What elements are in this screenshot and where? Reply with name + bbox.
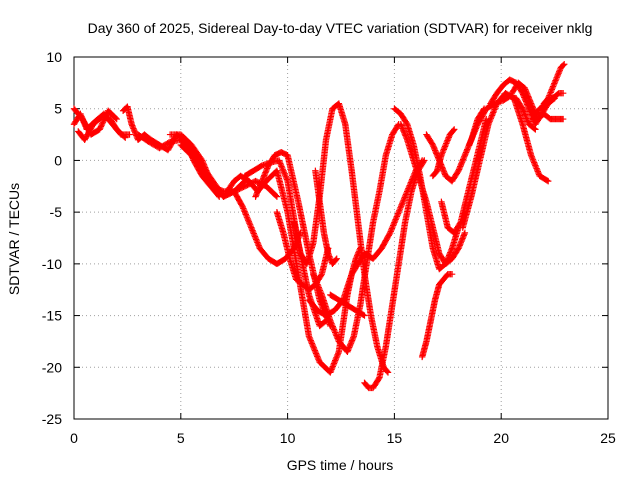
data-point-markers: [465, 93, 539, 149]
y-tick-label: -15: [42, 308, 62, 324]
data-point-markers: [231, 188, 304, 268]
data-point-markers: [361, 157, 428, 392]
x-tick-label: 5: [177, 430, 185, 446]
data-point-markers: [310, 121, 402, 355]
x-tick-labels: 0 5 10 15 20 25: [70, 430, 616, 446]
y-tick-label: -5: [50, 204, 63, 220]
series-trace-21: [418, 271, 456, 361]
plot-frame: [73, 56, 609, 420]
y-tick-label: -10: [42, 256, 62, 272]
data-point-markers: [418, 271, 456, 361]
y-axis-label: SDTVAR / TECUs: [6, 183, 22, 295]
data-point-markers: [327, 291, 368, 319]
data-point-markers: [75, 113, 129, 143]
x-tick-label: 0: [70, 430, 78, 446]
series-trace-14: [310, 121, 402, 355]
data-point-markers: [540, 61, 568, 107]
y-tick-label: -20: [42, 359, 62, 375]
series-trace-12: [273, 208, 332, 293]
x-tick-label: 20: [493, 430, 509, 446]
y-tick-label: 5: [54, 101, 62, 117]
series-trace-20: [397, 121, 469, 268]
series-trace-11: [231, 188, 304, 268]
y-tick-label: 0: [54, 152, 62, 168]
data-point-markers: [119, 103, 223, 200]
series-trace-18: [361, 157, 428, 392]
data-point-markers: [312, 167, 340, 268]
x-tick-label: 25: [600, 430, 616, 446]
data-point-markers: [273, 208, 332, 293]
y-tick-label: 10: [46, 49, 62, 65]
series-trace-17: [327, 291, 368, 319]
x-tick-label: 10: [280, 430, 296, 446]
chart-title: Day 360 of 2025, Sidereal Day-to-day VTE…: [88, 20, 593, 36]
series-trace-24: [429, 126, 458, 180]
y-tick-labels: -25 -20 -15 -10 -5 0 5 10: [42, 49, 62, 427]
data-layer: [70, 61, 568, 392]
data-point-markers: [397, 121, 469, 268]
data-point-markers: [305, 157, 426, 319]
x-axis-label: GPS time / hours: [287, 457, 394, 473]
series-trace-26: [465, 93, 539, 149]
series-trace-15: [312, 167, 340, 268]
series-trace-30: [540, 61, 568, 107]
data-point-markers: [70, 105, 120, 138]
series-trace-04: [119, 103, 223, 200]
axis-ticks: [73, 56, 609, 420]
series-trace-03: [70, 105, 120, 138]
series-trace-16: [305, 157, 426, 319]
y-tick-label: -25: [42, 411, 62, 427]
series-trace-23: [438, 115, 490, 237]
series-trace-02: [75, 113, 129, 143]
data-point-markers: [429, 126, 458, 180]
data-point-markers: [438, 115, 490, 237]
x-tick-label: 15: [387, 430, 403, 446]
